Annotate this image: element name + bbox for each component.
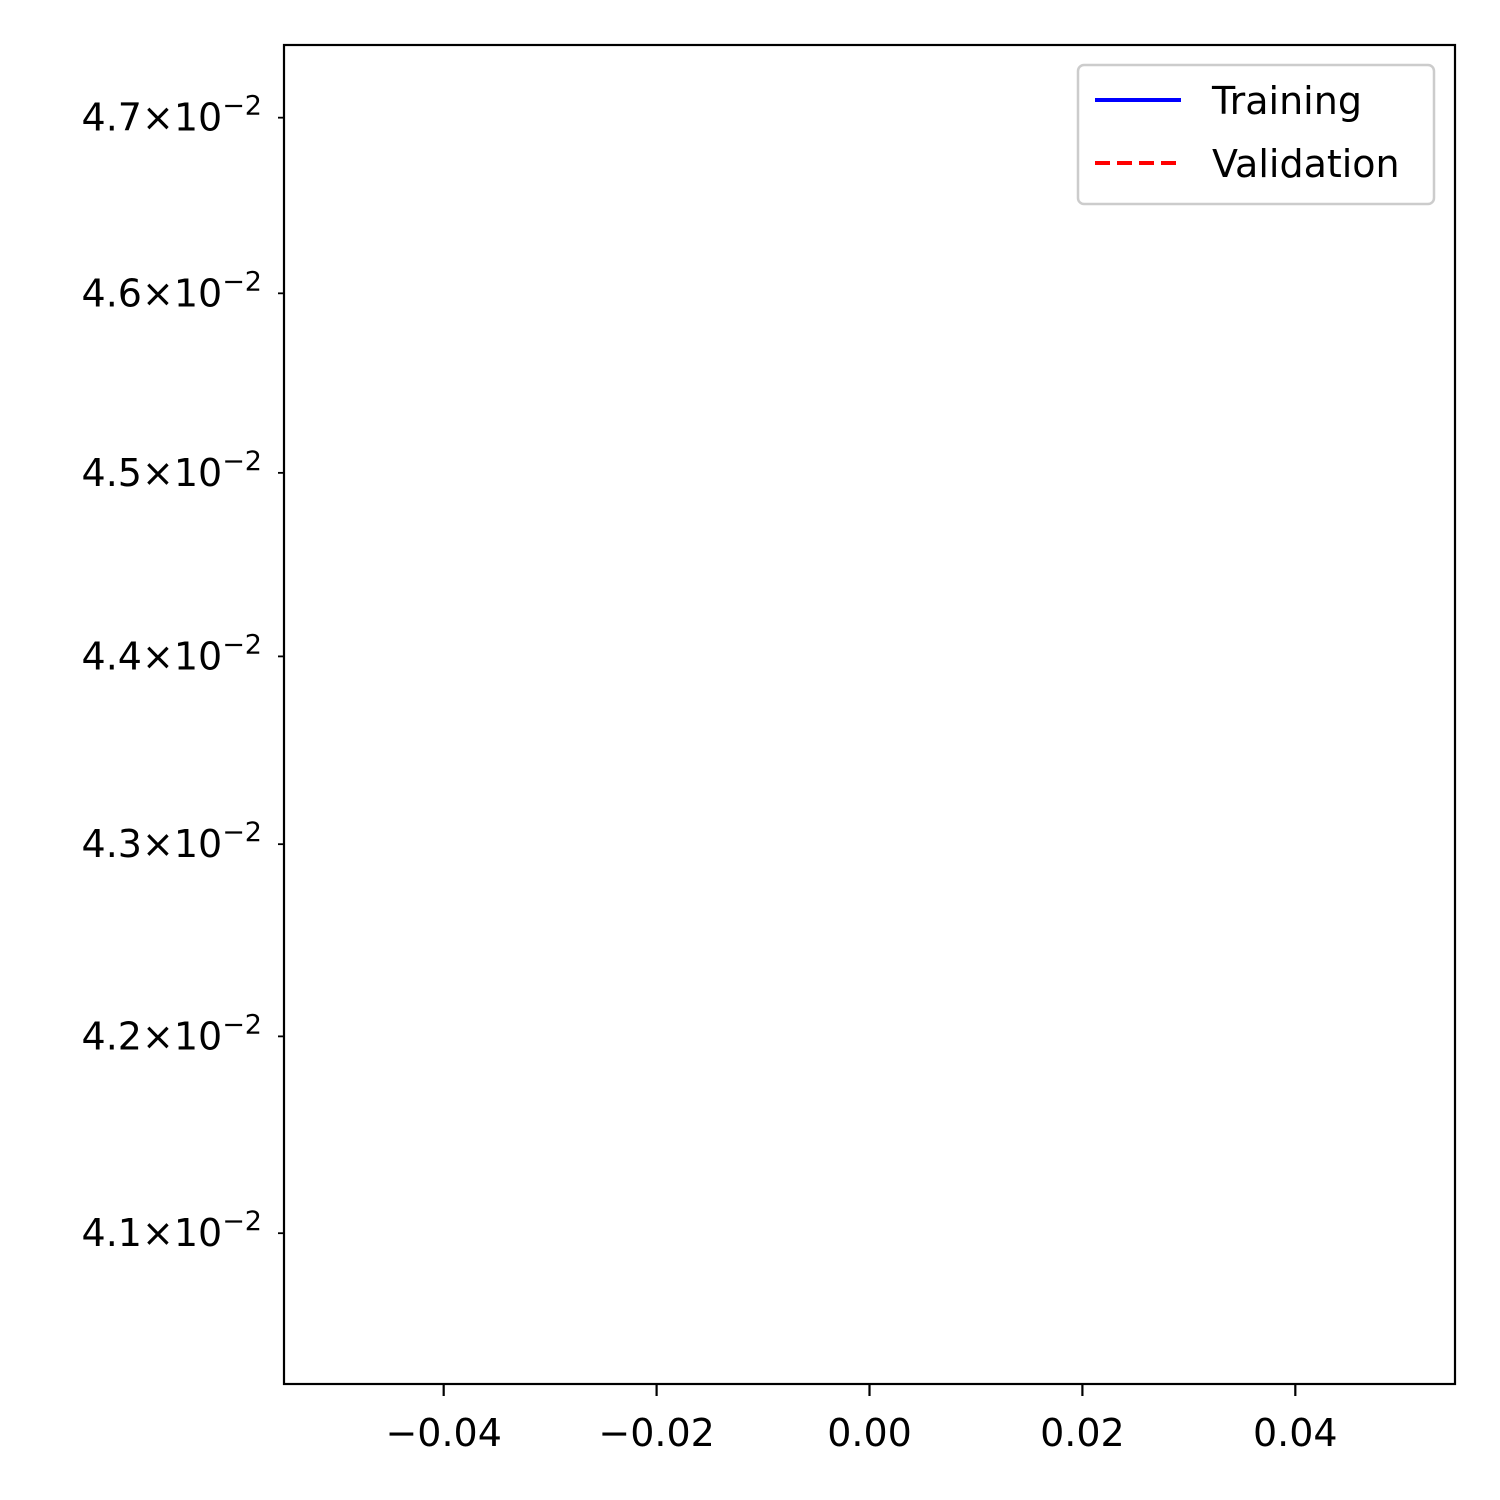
- x-axis: −0.04 −0.02 0.00 0.02 0.04: [385, 1384, 1338, 1455]
- x-tick-label: 0.02: [1040, 1411, 1125, 1455]
- y-tick-label: 4.7×10−2: [82, 91, 262, 140]
- y-tick-label: 4.2×10−2: [82, 1009, 262, 1058]
- x-tick-label: 0.04: [1253, 1411, 1338, 1455]
- x-tick-label: −0.02: [598, 1411, 714, 1455]
- y-axis: 4.1×10−2 4.2×10−2 4.3×10−2 4.4×10−2 4.5×10−2…: [82, 91, 284, 1255]
- y-tick-label: 4.6×10−2: [82, 266, 262, 315]
- x-tick-label: −0.04: [385, 1411, 501, 1455]
- plot-frame: [282, 43, 1457, 1386]
- legend-training-label: Training: [1211, 79, 1362, 123]
- legend: Training Validation: [1076, 63, 1436, 206]
- legend-validation-label: Validation: [1212, 142, 1400, 186]
- y-tick-label: 4.5×10−2: [82, 446, 262, 495]
- y-tick-label: 4.3×10−2: [82, 817, 262, 866]
- plot-area: [284, 45, 1455, 1384]
- x-tick-label: 0.00: [827, 1411, 912, 1455]
- y-tick-label: 4.4×10−2: [82, 629, 262, 678]
- y-tick-label: 4.1×10−2: [82, 1206, 262, 1255]
